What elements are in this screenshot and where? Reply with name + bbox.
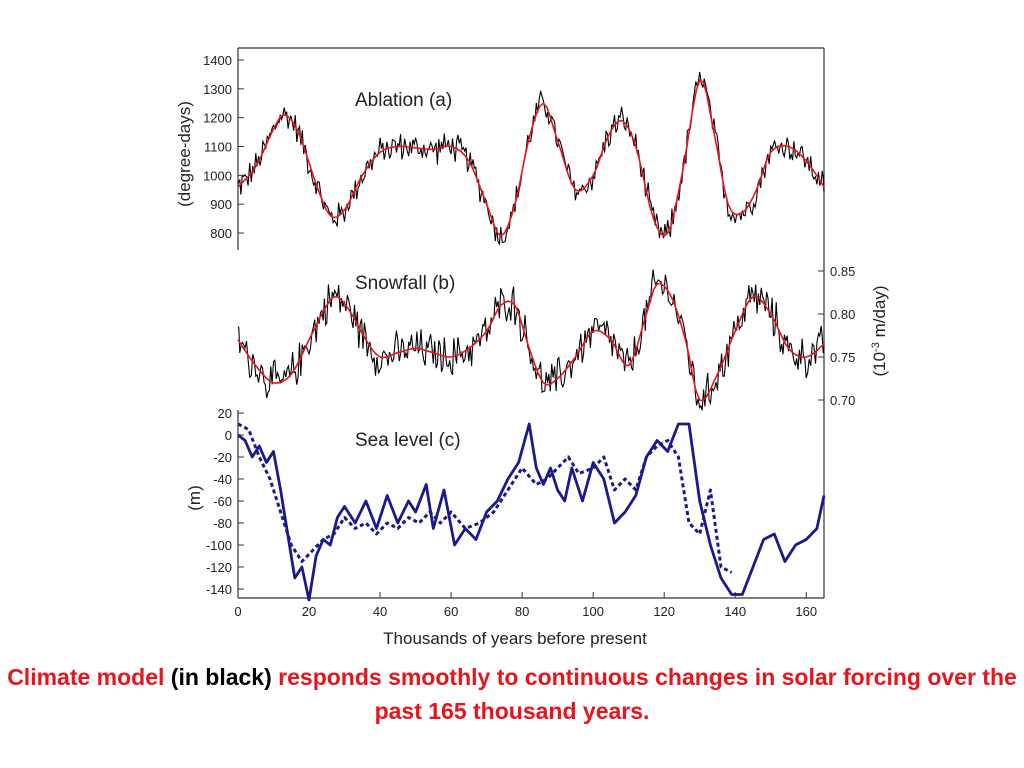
caption-part1: Climate model — [7, 664, 171, 690]
ytick-label: 0.70 — [830, 393, 855, 408]
series-line-2-1 — [237, 422, 733, 574]
tick-marks: 800900100011001200130014000.850.800.750.… — [203, 53, 855, 619]
xtick-label: 20 — [302, 604, 316, 619]
snowfall-panel-label: Snowfall (b) — [355, 273, 455, 294]
ytick-label: -80 — [213, 516, 232, 531]
xtick-label: 140 — [724, 604, 746, 619]
ytick-label: -120 — [206, 560, 232, 575]
figure-caption: Climate model (in black) responds smooth… — [0, 660, 1024, 728]
xtick-label: 100 — [582, 604, 604, 619]
ytick-label: -60 — [213, 494, 232, 509]
x-axis-label: Thousands of years before present — [383, 629, 647, 648]
xtick-label: 40 — [373, 604, 387, 619]
ytick-label: 1000 — [203, 168, 232, 183]
ytick-label: -140 — [206, 582, 232, 597]
sealevel-panel-label: Sea level (c) — [355, 430, 461, 451]
snowfall-ylabel-suffix: m/day) — [870, 285, 889, 342]
ytick-label: 0 — [225, 428, 232, 443]
xtick-label: 60 — [444, 604, 458, 619]
snowfall-ylabel-prefix: (10 — [870, 352, 889, 377]
ablation-y-axis-label: (degree-days) — [175, 101, 194, 207]
ytick-label: -20 — [213, 450, 232, 465]
ytick-label: 1300 — [203, 82, 232, 97]
caption-part2: (in black) — [170, 664, 272, 690]
series-line-1-0 — [237, 269, 825, 411]
ablation-panel-label: Ablation (a) — [355, 90, 452, 111]
series-line-2-0 — [237, 422, 826, 602]
snowfall-ylabel-sup: -3 — [870, 342, 882, 352]
climate-figure: 800900100011001200130014000.850.800.750.… — [175, 47, 889, 648]
ytick-label: 0.80 — [830, 307, 855, 322]
caption-part3: responds smoothly to continuous changes … — [271, 664, 1017, 724]
series-line-0-1 — [237, 79, 825, 237]
ytick-label: 20 — [218, 406, 232, 421]
ytick-label: -100 — [206, 538, 232, 553]
series-line-1-1 — [237, 282, 825, 402]
axes-frame — [237, 47, 825, 599]
snowfall-y-axis-label: (10-3 m/day) — [870, 285, 889, 376]
ytick-label: 0.75 — [830, 350, 855, 365]
series-layer — [237, 71, 826, 602]
ytick-label: 900 — [210, 197, 232, 212]
ytick-label: 1100 — [204, 140, 232, 155]
xtick-label: 160 — [795, 604, 817, 619]
sealevel-y-axis-label: (m) — [185, 485, 204, 510]
xtick-label: 120 — [653, 604, 675, 619]
xtick-label: 0 — [234, 604, 241, 619]
ytick-label: -40 — [213, 472, 232, 487]
series-line-0-0 — [237, 71, 825, 246]
ytick-label: 0.85 — [830, 264, 855, 279]
ytick-label: 1200 — [203, 111, 232, 126]
xtick-label: 80 — [515, 604, 529, 619]
ytick-label: 1400 — [203, 53, 232, 68]
ytick-label: 800 — [210, 226, 232, 241]
